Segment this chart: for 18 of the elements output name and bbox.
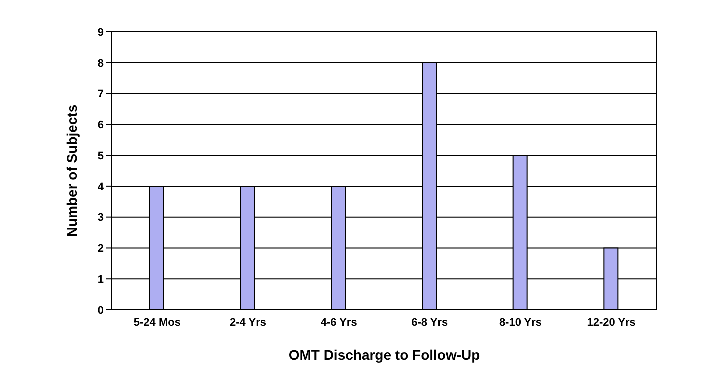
y-tick-label: 9 <box>98 26 104 39</box>
y-tick-label: 3 <box>98 212 104 224</box>
x-tick-label: 4-6 Yrs <box>320 316 358 329</box>
x-tick-label: 6-8 Yrs <box>412 316 448 329</box>
y-tick-label: 4 <box>98 181 105 194</box>
y-tick-label: 7 <box>98 88 104 101</box>
x-tick-label: 12-20 Yrs <box>587 316 636 329</box>
x-tick-label: 8-10 Yrs <box>499 316 542 329</box>
y-tick-label: 5 <box>98 150 104 162</box>
y-tick-label: 2 <box>98 243 104 256</box>
y-tick-label: 1 <box>98 274 104 286</box>
y-axis-title: Number of Subjects <box>64 104 80 238</box>
x-axis-title: OMT Discharge to Follow-Up <box>288 347 480 363</box>
y-tick-label: 0 <box>98 304 104 317</box>
x-tick-label: 5-24 Mos <box>134 316 181 329</box>
y-tick-label: 6 <box>98 120 104 132</box>
y-tick-label: 8 <box>98 58 104 70</box>
x-tick-label: 2-4 Yrs <box>230 316 266 329</box>
